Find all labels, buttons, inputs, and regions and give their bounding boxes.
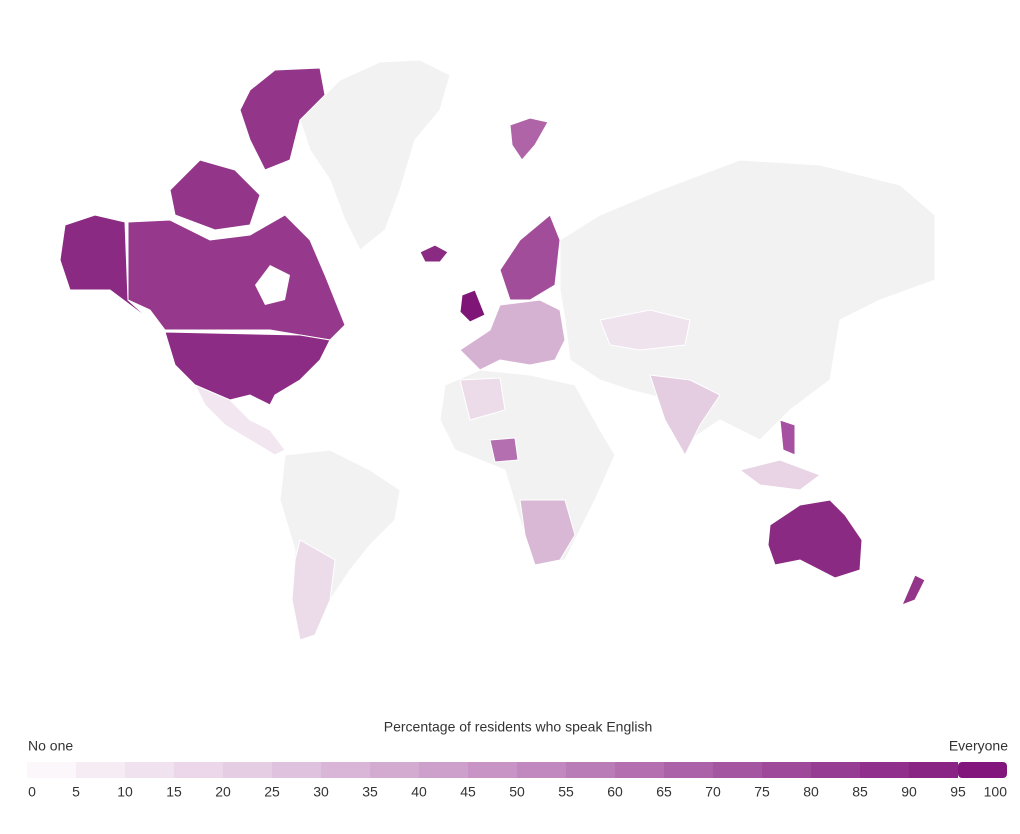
asia [559,159,936,441]
legend-segment [76,762,125,778]
indonesia [738,459,822,491]
arctic-islands [239,67,326,171]
southern-africa [519,499,576,566]
legend-tick-label: 40 [411,784,427,800]
legend-max-label: Everyone [949,738,1008,754]
legend-segment [517,762,566,778]
legend-tick-label: 75 [754,784,770,800]
australia [767,499,863,579]
legend-tick-label: 25 [264,784,280,800]
scandinavia [499,214,561,301]
arctic-islands [169,159,261,231]
nigeria [489,437,519,463]
legend-segment [566,762,615,778]
legend-segment [272,762,321,778]
world-map [59,59,936,641]
legend-tick-label: 35 [362,784,378,800]
legend-title: Percentage of residents who speak Englis… [384,719,653,735]
hudson-bay [255,265,290,305]
legend-segment [370,762,419,778]
africa [439,369,616,566]
svalbard [509,117,549,161]
argentina [291,539,336,641]
legend-segment [909,762,958,778]
legend-min-label: No one [28,738,73,754]
legend-segment [125,762,174,778]
philippines [779,419,796,456]
legend-segment [615,762,664,778]
legend-segment [468,762,517,778]
europe [459,299,566,371]
legend-tick-label: 100 [984,784,1008,800]
legend-tick-label: 45 [460,784,476,800]
legend-tick-label: 0 [28,784,36,800]
greenland [299,59,451,251]
united-states [164,331,331,406]
legend-tick-label: 20 [215,784,231,800]
legend-segment [958,762,1007,778]
legend-tick-label: 90 [901,784,917,800]
india [649,374,721,457]
legend-tick-label: 15 [166,784,182,800]
legend-segment [27,762,76,778]
new-zealand [901,574,926,606]
legend-tick-label: 10 [117,784,133,800]
uk [459,289,486,323]
legend-segment [664,762,713,778]
legend-tick-label: 85 [852,784,868,800]
canada [127,214,346,341]
legend-tick-label: 50 [509,784,525,800]
legend-tick-label: 95 [950,784,966,800]
kazakhstan [599,309,691,351]
legend-tick-label: 60 [607,784,623,800]
north-africa [459,377,506,421]
iceland [419,244,449,263]
legend-segment [811,762,860,778]
legend-segment [174,762,223,778]
legend-segment [762,762,811,778]
mexico [193,384,286,456]
legend-tick-label: 70 [705,784,721,800]
legend-tick-label: 5 [72,784,80,800]
legend-segment [860,762,909,778]
legend-segment [713,762,762,778]
legend-segment [321,762,370,778]
legend-tick-label: 30 [313,784,329,800]
legend-tick-label: 55 [558,784,574,800]
legend-tick-label: 65 [656,784,672,800]
legend-segment [419,762,468,778]
legend-segment [223,762,272,778]
legend-tick-label: 80 [803,784,819,800]
